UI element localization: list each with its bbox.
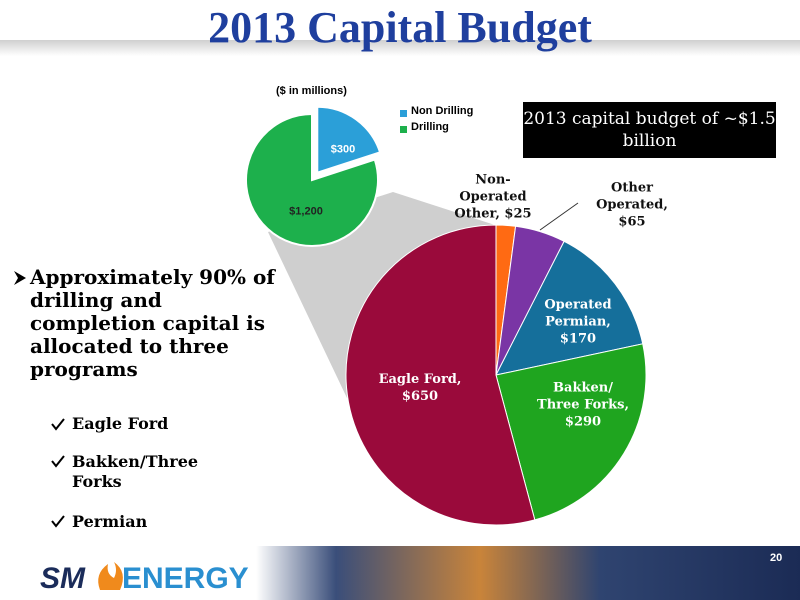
logo-right: ENERGY bbox=[122, 562, 249, 595]
data-label: $1,200 bbox=[289, 205, 323, 218]
sub-bullet: Permian bbox=[72, 512, 148, 531]
pie-slice bbox=[316, 105, 382, 175]
logo-left: SM bbox=[40, 562, 86, 595]
data-label: Bakken/ Three Forks, $290 bbox=[537, 380, 629, 430]
note-box: 2013 capital budget of ~$1.5 billion bbox=[523, 102, 776, 158]
check bbox=[51, 515, 65, 528]
chart-subtitle: ($ in millions) bbox=[276, 85, 347, 97]
title-band bbox=[0, 40, 800, 56]
bullet-arrow bbox=[14, 271, 26, 285]
check bbox=[51, 418, 65, 431]
data-label: Non-Operated Other, $25 bbox=[454, 172, 532, 222]
legend-swatch bbox=[400, 110, 407, 117]
data-label: $300 bbox=[330, 143, 356, 156]
sub-bullet: Eagle Ford bbox=[72, 414, 169, 433]
sub-bullet: Bakken/Three Forks bbox=[72, 452, 199, 491]
slide-title: 2013 Capital Budget bbox=[208, 3, 592, 52]
data-label: Eagle Ford, $650 bbox=[378, 372, 462, 404]
footer-strip bbox=[0, 546, 800, 600]
page-number: 20 bbox=[770, 552, 783, 564]
legend-swatch bbox=[400, 126, 407, 133]
leader-line bbox=[539, 202, 579, 231]
bullet: Approximately 90% of drilling and comple… bbox=[30, 265, 275, 381]
pie-slice bbox=[345, 224, 536, 526]
data-label: Other Operated, $65 bbox=[596, 180, 668, 230]
legend-label: Non Drilling bbox=[411, 105, 474, 117]
pie-slice bbox=[495, 240, 644, 376]
logo-flame bbox=[98, 562, 123, 590]
pie-slice bbox=[245, 112, 379, 247]
pie-slice bbox=[495, 343, 647, 521]
check bbox=[51, 455, 65, 468]
data-label: Operated Permian, $170 bbox=[544, 297, 612, 347]
legend-label: Drilling bbox=[411, 121, 449, 133]
